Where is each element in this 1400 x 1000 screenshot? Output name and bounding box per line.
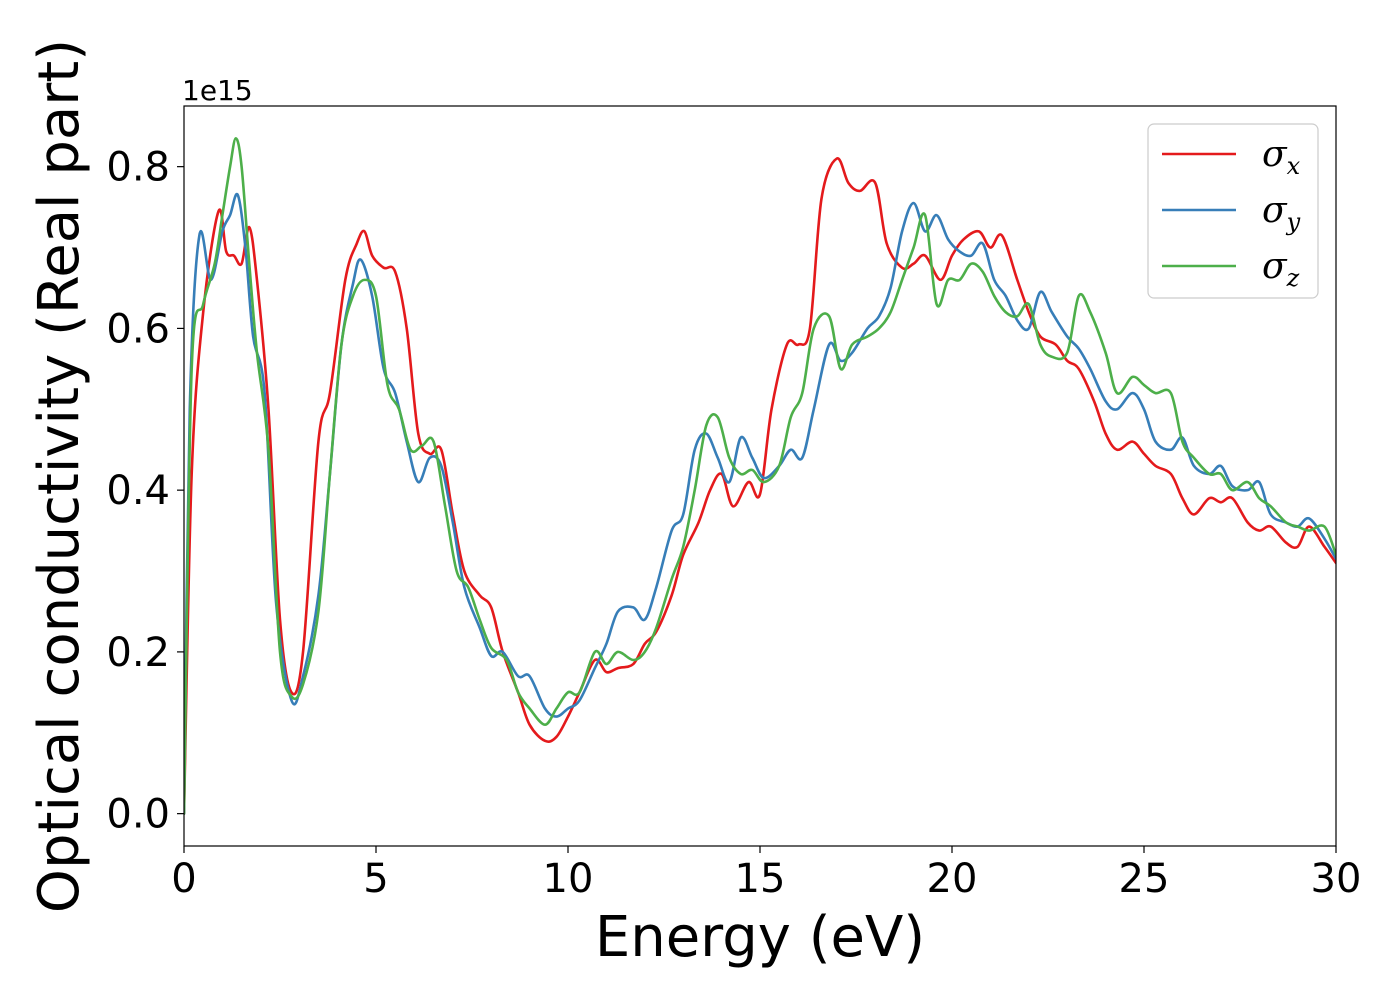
y-tick-label: 0.0: [106, 792, 170, 838]
y-axis-title: Optical conductivity (Real part): [27, 39, 92, 913]
x-tick-label: 0: [171, 856, 196, 902]
y-tick-label: 0.4: [106, 468, 170, 514]
y-tick-label: 0.8: [106, 145, 170, 191]
legend-label-z: σz: [1262, 246, 1300, 292]
series-layer: [184, 137, 1336, 815]
x-tick-label: 5: [363, 856, 388, 902]
x-tick-label: 15: [735, 856, 786, 902]
y-axis: 0.0 0.2 0.4 0.6 0.8: [106, 145, 184, 838]
legend-label-x: σx: [1262, 134, 1301, 180]
series-line-z: [184, 137, 1336, 815]
y-tick-label: 0.6: [106, 306, 170, 352]
y-tick-label: 0.2: [106, 630, 170, 676]
x-tick-label: 30: [1311, 856, 1362, 902]
legend: σx σy σz: [1147, 123, 1319, 299]
series-line-y: [184, 192, 1336, 815]
x-tick-label: 25: [1119, 856, 1170, 902]
x-axis: 0 5 10 15 20 25 30: [171, 846, 1361, 902]
x-tick-label: 20: [927, 856, 978, 902]
legend-label-y: σy: [1262, 190, 1301, 236]
y-offset-label: 1e15: [182, 74, 253, 107]
x-axis-title: Energy (eV): [595, 905, 925, 970]
x-tick-label: 10: [543, 856, 594, 902]
series-line-x: [184, 157, 1336, 815]
